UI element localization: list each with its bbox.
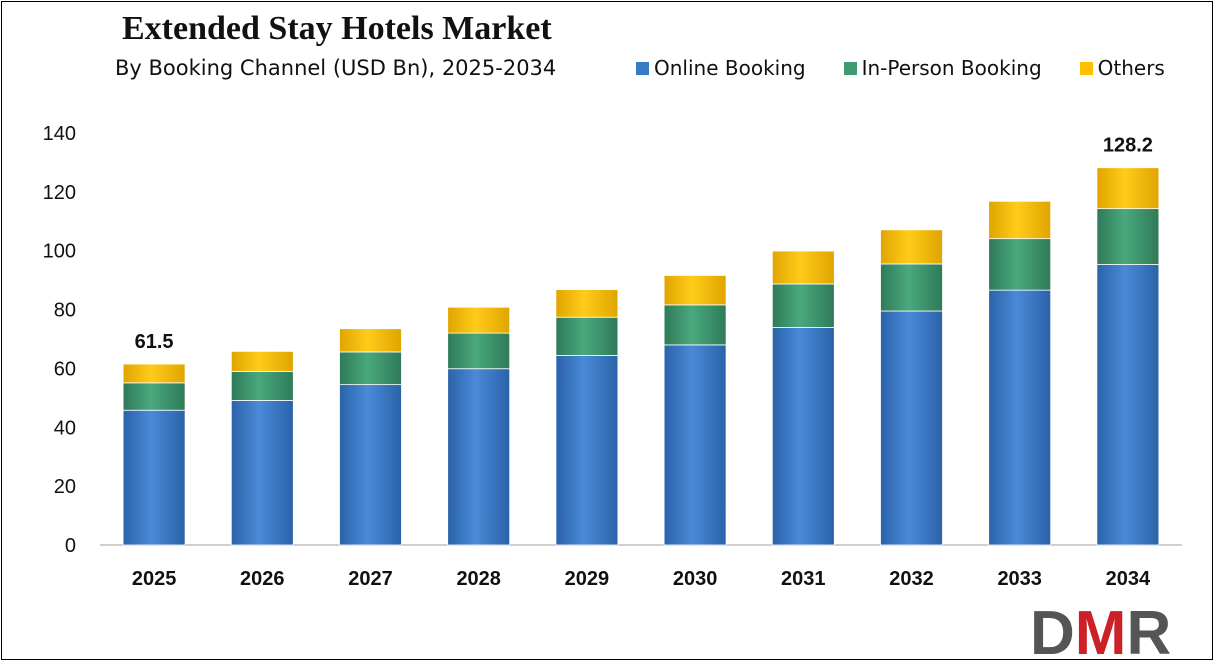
y-tick-label: 20: [54, 476, 76, 498]
y-tick-label: 0: [65, 535, 76, 557]
bar-segment-others: [1096, 167, 1160, 210]
y-tick-label: 80: [54, 300, 76, 322]
x-tick-label: 2033: [997, 568, 1042, 590]
x-tick-label: 2032: [889, 568, 934, 590]
y-tick-label: 140: [43, 123, 76, 145]
bar-segment-others: [880, 229, 943, 265]
chart-subtitle: By Booking Channel (USD Bn), 2025-2034: [115, 56, 557, 80]
x-tick-label: 2029: [565, 568, 610, 590]
bar-segment-others: [771, 250, 835, 285]
bar-segment-online-booking: [663, 344, 727, 546]
x-tick-label: 2031: [781, 568, 826, 590]
legend-label-others: Others: [1097, 56, 1165, 80]
bar-segment-online-booking: [555, 355, 619, 546]
bar-segment-in-person-booking: [663, 304, 727, 346]
legend-swatch-others: [1079, 61, 1093, 75]
data-label-total: 128.2: [1103, 135, 1153, 157]
dmr-logo-text: DMR: [1030, 599, 1171, 663]
bar-segment-online-booking: [122, 409, 186, 546]
legend-item-others: Others: [1079, 56, 1165, 80]
x-tick-label: 2034: [1106, 568, 1151, 590]
chart-legend: Online Booking In-Person Booking Others: [636, 56, 1165, 80]
legend-label-online-booking: Online Booking: [654, 56, 806, 80]
chart-bars: [122, 167, 1160, 546]
bar-segment-others: [230, 350, 294, 372]
bar-segment-online-booking: [880, 310, 943, 546]
y-tick-label: 60: [54, 358, 76, 380]
y-tick-label: 120: [43, 182, 76, 204]
data-label-total: 61.5: [135, 331, 174, 353]
bar-segment-others: [988, 200, 1052, 240]
legend-item-in-person-booking: In-Person Booking: [843, 56, 1042, 80]
legend-swatch-online-booking: [636, 61, 649, 75]
bar-segment-online-booking: [771, 327, 835, 546]
chart-title: Extended Stay Hotels Market: [122, 10, 552, 47]
bar-segment-in-person-booking: [339, 351, 402, 386]
bar-segment-online-booking: [447, 368, 511, 546]
dmr-logo: DMR: [1030, 599, 1171, 663]
legend-item-online-booking: Online Booking: [636, 56, 806, 80]
chart-labels: 2025 61.5 2026 2027 2028 2029 2030 2031 2032 2033…: [132, 135, 1153, 590]
bar-segment-in-person-booking: [230, 370, 294, 401]
x-tick-label: 2028: [456, 568, 501, 590]
bar-segment-in-person-booking: [555, 316, 619, 356]
bar-segment-in-person-booking: [122, 382, 186, 411]
bar-segment-others: [663, 275, 727, 306]
bar-segment-others: [555, 289, 619, 318]
bar-segment-online-booking: [230, 400, 294, 546]
bar-segment-online-booking: [339, 384, 402, 546]
bar-segment-in-person-booking: [447, 332, 511, 370]
bar-segment-in-person-booking: [880, 263, 943, 312]
bar-segment-others: [339, 328, 402, 353]
y-tick-label: 100: [43, 241, 76, 263]
x-tick-label: 2025: [132, 568, 177, 590]
x-tick-label: 2026: [240, 568, 285, 590]
x-tick-label: 2030: [673, 568, 718, 590]
y-tick-label: 40: [54, 417, 76, 439]
legend-swatch-in-person-booking: [843, 61, 857, 75]
bar-segment-online-booking: [988, 289, 1052, 546]
bar-segment-in-person-booking: [1096, 208, 1160, 265]
legend-label-in-person-booking: In-Person Booking: [861, 56, 1042, 80]
x-tick-label: 2027: [348, 568, 393, 590]
bar-segment-others: [447, 306, 511, 334]
bar-segment-others: [122, 363, 186, 384]
bar-segment-in-person-booking: [771, 283, 835, 328]
bar-segment-online-booking: [1096, 264, 1160, 546]
bar-segment-in-person-booking: [988, 238, 1052, 291]
